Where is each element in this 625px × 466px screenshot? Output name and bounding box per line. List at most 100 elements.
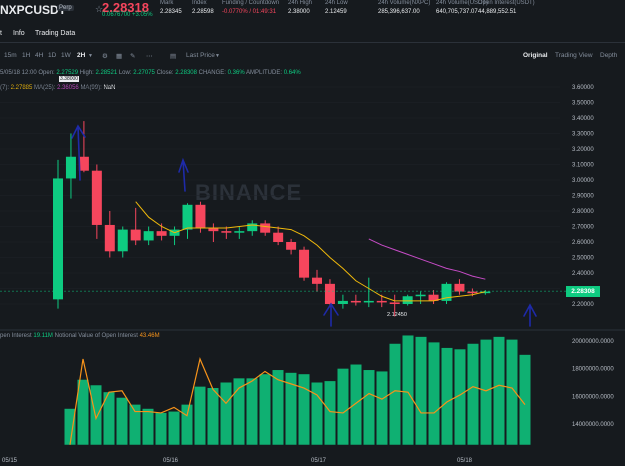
expand-icon[interactable]: ▤ [170,53,177,60]
ticker-bar [0,0,625,22]
last-price: 2.28318 [102,0,149,15]
candle-body [376,300,387,303]
ma25-label: MA(25): [34,85,56,91]
stat-label: 24h High [288,0,313,6]
low-price-marker: 2.12450 [387,312,407,318]
view-depth[interactable]: Depth [600,52,618,59]
stat-2: Funding / Countdown -0.0770% / 01:49:31 [222,0,279,15]
candle-body [221,231,232,233]
candle-body [389,302,400,304]
candle-body [454,283,465,292]
timeframe-2h[interactable]: 2H [77,52,86,59]
ohlc-low-label: Low: [118,70,132,76]
date-label: 05/15 [2,458,18,464]
stat-label: Open Interest(USDT) [478,0,535,6]
oi-bar [220,382,232,445]
oi-bar [90,385,102,445]
ohlc-open: 2.27529 [56,70,79,76]
date-label: 05/18 [457,458,473,464]
more-options-icon[interactable]: ⋯ [146,53,153,60]
last-price-label: 2.28308 [566,286,600,297]
price-tick: 3.60000 [572,85,594,91]
candle-body [415,294,426,297]
tab-chart[interactable]: t [0,30,2,37]
candle-body [91,170,102,225]
chevron-down-icon[interactable]: ▼ [215,53,220,59]
symbol-title[interactable]: NXPCUSDT [0,3,67,17]
candle-body [337,300,348,304]
oi-tick: 16000000.0000 [572,394,614,400]
favorite-star-icon[interactable]: ☆ [95,4,104,14]
stat-label: Funding / Countdown [222,0,280,6]
timeframe-4h[interactable]: 4H [35,52,44,59]
annotation-arrow [178,157,189,192]
timeframe-1h[interactable]: 1H [22,52,31,59]
candle-body [480,291,491,294]
candle-body [247,223,258,232]
timeframe-1w[interactable]: 1W [61,52,71,59]
timeframe-1d[interactable]: 1D [48,52,57,59]
tab-trading-data[interactable]: Trading Data [35,30,76,37]
tab-info[interactable]: Info [13,30,25,37]
candle-body [428,294,439,301]
oi-bar [285,372,297,445]
last-price-selector[interactable]: Last Price [186,52,215,59]
ma25-value: 2.36056 [57,85,79,91]
stat-label: 24h Low [325,0,348,6]
annotation-arrow [71,124,86,181]
oi-bar [155,412,167,445]
perp-badge: Perp [57,5,74,11]
price-tick: 2.50000 [572,256,594,262]
stat-3: 24h High 2.38000 [288,0,312,15]
price-change: 0.0676700 +3.05% [102,12,153,18]
timeframe-15m[interactable]: 15m [4,52,17,59]
candle-body [324,283,335,304]
candlestick-chart[interactable]: 3.60000 3.50000 3.40000 3.30000 3.20000 3.100… [0,80,625,466]
candle-body [402,296,413,304]
price-tick: 3.30000 [572,132,594,138]
oi-bar [467,343,479,445]
oi-bar [519,354,531,445]
date-label: 05/17 [311,458,327,464]
stat-label: 24h Volume(NXPC) [378,0,431,6]
oi-title: pen Interest [0,333,32,339]
grid-layout-icon[interactable]: ▦ [116,53,123,60]
stat-value: 2.12459 [325,9,347,15]
candle-body [234,231,245,233]
price-tick: 3.10000 [572,163,594,169]
ohlc-close-label: Close: [156,70,174,76]
oi-bar [103,392,115,445]
price-tick: 3.50000 [572,101,594,107]
oi-bar [259,374,271,445]
oi-bar [350,364,362,445]
chevron-down-icon[interactable]: ▼ [88,53,93,59]
ohlc-legend: 5/05/18 12:00 Open: 2.27529 High: 2.2852… [0,70,301,76]
stat-7: Open Interest(USDT) 44,889,552.51 [478,0,535,15]
view-original[interactable]: Original [523,52,548,59]
stat-6: 24h Volume(USDT) 640,705,737.07 [436,0,488,15]
annotation-arrow [323,302,339,327]
high-price-marker: 3.38000 [59,76,80,82]
oi-tick: 20000000.0000 [572,339,614,345]
oi-bar [64,408,76,445]
candle-body [208,228,219,232]
oi-bar [168,411,180,445]
binance-watermark: BINANCE [195,180,303,205]
ma7-label: (7): [0,85,9,91]
drawing-tools-icon[interactable]: ✎ [130,53,136,60]
ma99-value: NaN [103,85,116,91]
candle-body [286,242,297,250]
oi-bar [324,381,336,445]
price-tick: 2.40000 [572,271,594,277]
price-tick: 2.20000 [572,302,594,308]
ma7-value: 2.27885 [10,85,33,91]
candle-body [182,204,193,230]
ohlc-amplitude-label: AMPLITUDE: [246,70,283,76]
oi-value: 19.11M [33,333,53,339]
indicator-settings-icon[interactable]: ⚙ [102,53,108,60]
stat-0: Mark 2.28345 [160,0,182,15]
ohlc-open-label: Open: [38,70,55,76]
view-trading-view[interactable]: Trading View [555,52,593,59]
oi-bar [311,382,323,445]
oi-notional-line [69,357,526,445]
